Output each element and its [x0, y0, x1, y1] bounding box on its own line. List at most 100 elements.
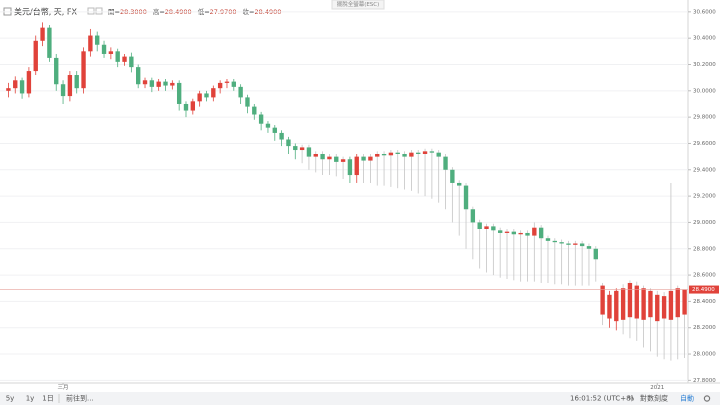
- y-tick-label: 29.8000: [693, 115, 716, 121]
- candle-body: [60, 84, 66, 97]
- candle-body: [176, 82, 182, 104]
- candle-body: [33, 40, 38, 72]
- candle-body: [54, 57, 59, 85]
- y-tick-label: 28.0000: [693, 352, 716, 358]
- candle-body: [620, 288, 626, 320]
- y-tick-label: 30.2000: [693, 62, 716, 68]
- candle-body: [6, 88, 11, 91]
- candle-body: [470, 209, 476, 223]
- goto-button[interactable]: 前往到...: [66, 394, 94, 403]
- candle-body: [327, 156, 332, 160]
- candle-body: [347, 159, 353, 176]
- y-tick-label: 29.6000: [693, 141, 716, 147]
- x-tick-label: 2021: [650, 385, 664, 391]
- candle-body: [504, 231, 510, 233]
- candle-body: [231, 81, 236, 87]
- candle-body: [149, 80, 155, 87]
- candle-body: [183, 103, 189, 111]
- candle-body: [74, 75, 79, 89]
- candle-body: [354, 156, 359, 176]
- candle-body: [170, 82, 175, 86]
- candle-body: [573, 243, 578, 245]
- candle-body: [108, 51, 114, 54]
- y-tick-label: 30.0000: [693, 88, 716, 94]
- candle-body: [313, 153, 318, 157]
- candle-body: [586, 246, 592, 249]
- candle-body: [559, 242, 564, 244]
- y-tick-label: 28.2000: [693, 325, 716, 331]
- candle-body: [13, 80, 18, 89]
- candle-body: [484, 226, 489, 230]
- candle-body: [422, 151, 428, 154]
- log-button[interactable]: 對數刻度: [640, 394, 668, 403]
- candle-body: [566, 243, 571, 245]
- range-button[interactable]: 5y: [6, 395, 15, 403]
- toolbar: [0, 392, 720, 405]
- candle-body: [600, 285, 605, 315]
- icon[interactable]: [95, 7, 103, 15]
- candle-body: [436, 152, 441, 157]
- candle-body: [217, 82, 223, 89]
- candle-body: [579, 243, 585, 247]
- range-button[interactable]: 1日: [42, 395, 53, 403]
- candle-body: [135, 67, 141, 85]
- candle-body: [457, 182, 462, 186]
- icon[interactable]: [87, 7, 95, 15]
- candle-body: [204, 93, 209, 98]
- last-price-label: 28.4900: [692, 287, 715, 293]
- candle-body: [648, 290, 653, 318]
- candle-body: [593, 248, 598, 260]
- candle-body: [190, 101, 196, 111]
- candle-body: [552, 240, 558, 243]
- settings-button[interactable]: [703, 395, 711, 402]
- candle-body: [334, 156, 339, 162]
- candle-body: [265, 123, 271, 128]
- candle-body: [40, 27, 45, 41]
- range-button[interactable]: 1y: [26, 395, 35, 403]
- candle-body: [19, 80, 25, 94]
- y-tick-label: 30.4000: [693, 36, 716, 42]
- y-tick-label: 28.8000: [693, 246, 716, 252]
- candle-body: [156, 81, 161, 87]
- candle-body: [682, 289, 687, 315]
- candle-body: [245, 97, 250, 107]
- last-price-tag: [689, 285, 719, 294]
- candle-body: [402, 153, 407, 157]
- candle-body: [634, 285, 639, 319]
- candle-body: [224, 81, 230, 83]
- candle-body: [545, 238, 551, 241]
- candle-body: [299, 147, 305, 151]
- candle-body: [381, 153, 387, 156]
- y-tick-label: 27.8000: [693, 378, 716, 384]
- candle-body: [279, 132, 284, 140]
- candle-body: [197, 93, 202, 102]
- candle-body: [95, 35, 100, 45]
- candle-body: [627, 282, 633, 318]
- candle-body: [388, 152, 394, 156]
- candle-body: [409, 152, 414, 157]
- candle-body: [88, 35, 93, 52]
- candle-body: [497, 230, 503, 233]
- y-tick-label: 28.6000: [693, 273, 716, 279]
- candle-body: [443, 156, 448, 170]
- y-tick-label: 29.0000: [693, 220, 716, 226]
- candle-body: [26, 71, 32, 94]
- y-tick-label: 29.4000: [693, 167, 716, 173]
- exit-fullscreen[interactable]: [331, 0, 385, 10]
- auto-button[interactable]: 自動: [680, 394, 694, 403]
- candle-body: [115, 51, 120, 62]
- candle-body: [122, 56, 127, 62]
- candle-body: [142, 80, 148, 85]
- candle-body: [306, 147, 312, 157]
- candle-body: [81, 51, 86, 89]
- clock: 16:01:52 (UTC+8): [570, 395, 634, 403]
- candle-body: [293, 146, 298, 151]
- y-tick-label: 29.2000: [693, 194, 716, 200]
- candle-body: [211, 88, 216, 98]
- percent-button[interactable]: %: [628, 395, 635, 403]
- candle-body: [532, 227, 537, 236]
- candle-body: [101, 44, 107, 54]
- candle-body: [607, 294, 612, 319]
